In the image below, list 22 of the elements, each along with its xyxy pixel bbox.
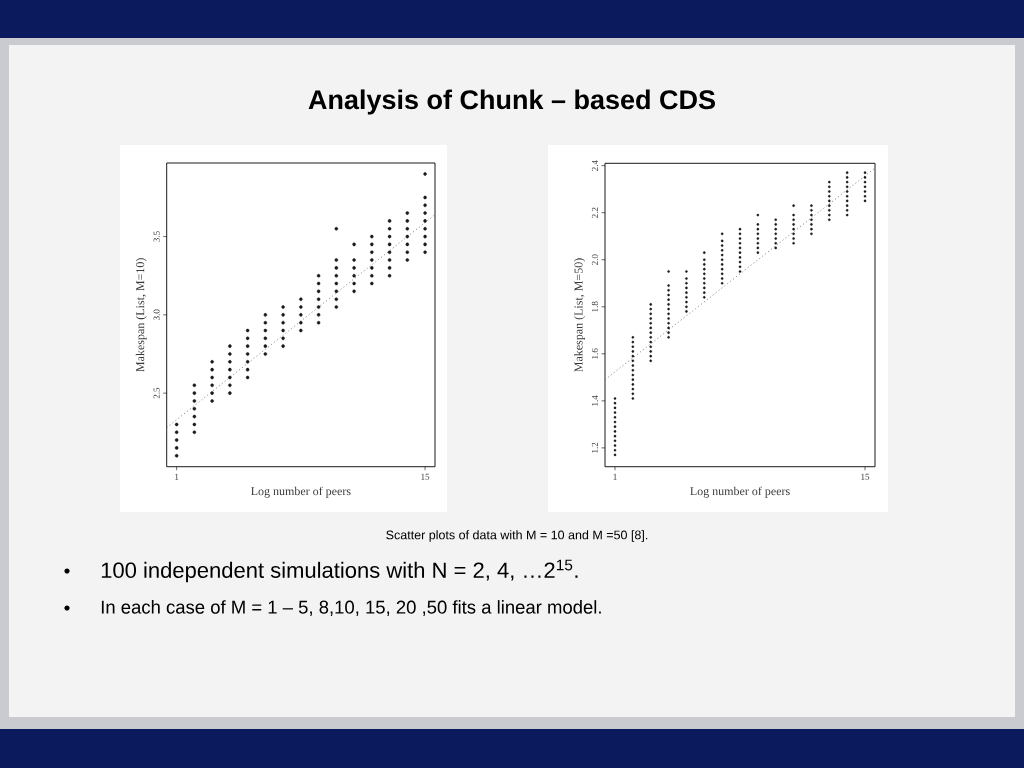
x-tick-label: 1 bbox=[613, 473, 617, 480]
y-tick-label: 2.5 bbox=[153, 387, 160, 399]
text: Analysis of Chunk – based CDS bbox=[308, 89, 715, 115]
x-axis-title: Log number of peers bbox=[690, 486, 790, 498]
y-tick-label: 2.0 bbox=[591, 254, 598, 265]
text: Scatter plots of data with M = 10 and M =50 [8]. bbox=[386, 530, 648, 542]
y-tick-label: 3.5 bbox=[153, 231, 160, 242]
x-axis-title: Log number of peers bbox=[251, 486, 351, 498]
text: 100 independent simulations with N = 2, 4, …2$^{15}$. bbox=[101, 559, 578, 583]
text: In each case of M = 1 – 5, 8,10, 15, 20 ,50 fits a linear model. bbox=[101, 600, 601, 616]
y-axis-title: Makespan (List, M=10) bbox=[135, 258, 147, 372]
y-tick-label: 1.4 bbox=[591, 395, 598, 406]
x-tick-label: 15 bbox=[421, 473, 430, 480]
x-tick-label: 15 bbox=[861, 473, 870, 480]
x-tick-label: 1 bbox=[175, 473, 179, 480]
y-tick-label: 1.2 bbox=[591, 442, 598, 453]
y-tick-label: 2.4 bbox=[591, 160, 598, 171]
y-tick-label: 2.2 bbox=[591, 207, 598, 218]
y-tick-label: 3.0 bbox=[153, 309, 160, 321]
y-tick-label: 1.8 bbox=[591, 301, 598, 312]
y-axis-title: Makespan (List, M=50) bbox=[574, 258, 585, 372]
y-tick-label: 1.6 bbox=[591, 348, 598, 359]
